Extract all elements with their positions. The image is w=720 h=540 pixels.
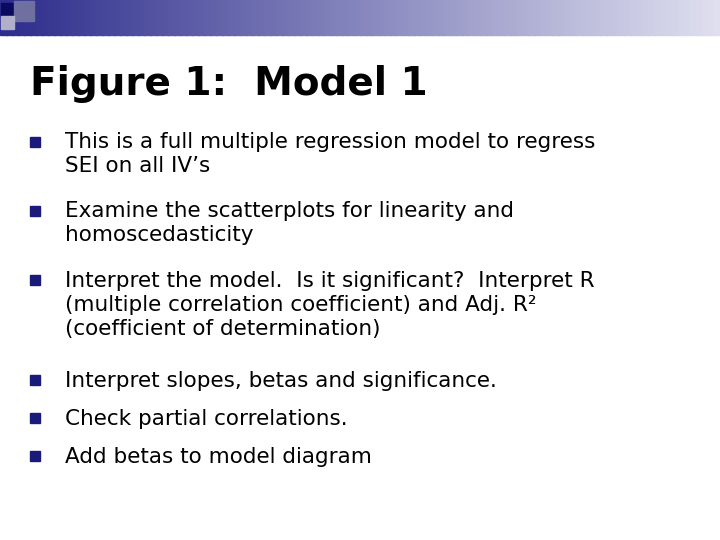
Text: Check partial correlations.: Check partial correlations. — [65, 409, 348, 429]
Text: Interpret slopes, betas and significance.: Interpret slopes, betas and significance… — [65, 371, 497, 391]
Text: Interpret the model.  Is it significant?  Interpret R
(multiple correlation coef: Interpret the model. Is it significant? … — [65, 271, 595, 339]
Text: Figure 1:  Model 1: Figure 1: Model 1 — [30, 65, 428, 103]
Text: Examine the scatterplots for linearity and
homoscedasticity: Examine the scatterplots for linearity a… — [65, 201, 514, 245]
Text: Add betas to model diagram: Add betas to model diagram — [65, 447, 372, 467]
Text: This is a full multiple regression model to regress
SEI on all IV’s: This is a full multiple regression model… — [65, 132, 595, 176]
